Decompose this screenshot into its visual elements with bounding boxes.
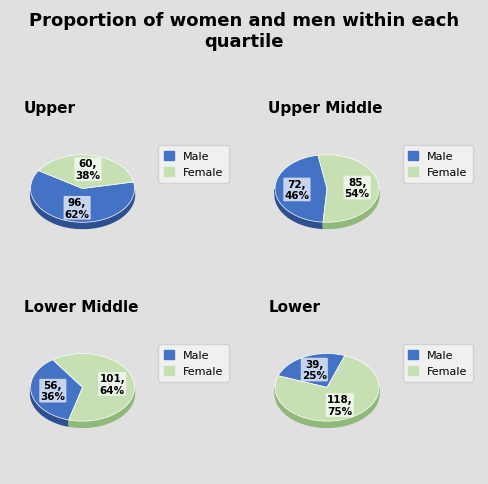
Polygon shape <box>53 354 134 421</box>
Polygon shape <box>275 389 378 427</box>
Polygon shape <box>31 360 82 420</box>
Text: Lower: Lower <box>267 299 320 314</box>
Polygon shape <box>275 190 323 229</box>
Text: Upper Middle: Upper Middle <box>267 101 382 116</box>
Polygon shape <box>275 156 326 223</box>
Text: 56,
36%: 56, 36% <box>40 380 65 402</box>
Polygon shape <box>69 389 134 427</box>
Text: Proportion of women and men within each
quartile: Proportion of women and men within each … <box>29 12 459 51</box>
Polygon shape <box>323 191 378 229</box>
Legend: Male, Female: Male, Female <box>158 344 228 382</box>
Text: 60,
38%: 60, 38% <box>75 159 100 181</box>
Text: 101,
64%: 101, 64% <box>99 374 125 395</box>
Polygon shape <box>31 388 69 426</box>
Polygon shape <box>31 191 134 229</box>
Polygon shape <box>278 354 344 388</box>
Text: 39,
25%: 39, 25% <box>301 359 326 380</box>
Text: 118,
75%: 118, 75% <box>326 394 352 416</box>
Polygon shape <box>317 155 378 223</box>
Polygon shape <box>39 155 133 189</box>
Legend: Male, Female: Male, Female <box>158 146 228 183</box>
Legend: Male, Female: Male, Female <box>402 344 472 382</box>
Polygon shape <box>31 171 134 223</box>
Text: 96,
62%: 96, 62% <box>64 197 89 219</box>
Text: Upper: Upper <box>23 101 76 116</box>
Text: 72,
46%: 72, 46% <box>284 179 309 201</box>
Text: 85,
54%: 85, 54% <box>344 177 369 199</box>
Polygon shape <box>275 356 378 421</box>
Legend: Male, Female: Male, Female <box>402 146 472 183</box>
Text: Lower Middle: Lower Middle <box>23 299 138 314</box>
